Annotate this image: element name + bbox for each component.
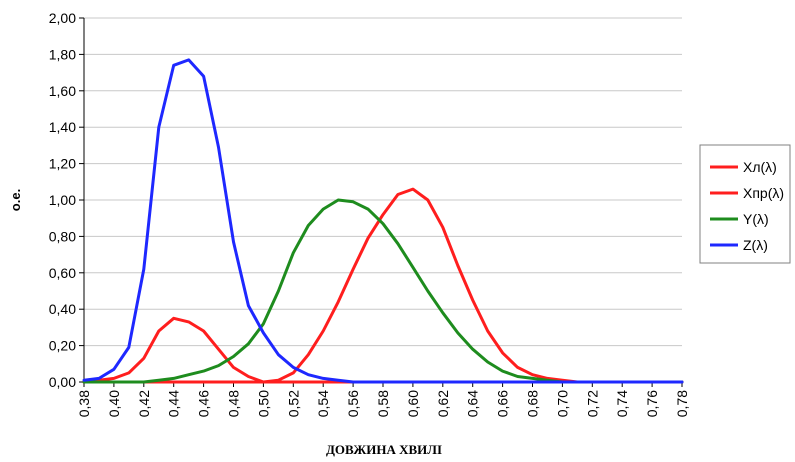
y-tick-label: 0,60 xyxy=(49,265,76,281)
x-axis-label: ДОВЖИНА ХВИЛІ xyxy=(326,442,442,457)
x-tick-label: 0,40 xyxy=(106,390,122,417)
series-line-2 xyxy=(82,187,684,384)
legend: Хл(λ) Хпр(λ) Y(λ) Z(λ) xyxy=(699,144,791,264)
x-tick-label: 0,42 xyxy=(136,390,152,417)
y-tick-label: 1,00 xyxy=(49,192,76,208)
y-tick-label: 0,20 xyxy=(49,338,76,354)
x-tick-label: 0,48 xyxy=(226,390,242,417)
legend-label: Z(λ) xyxy=(743,237,768,253)
legend-label: Y(λ) xyxy=(743,211,769,227)
legend-label: Хл(λ) xyxy=(743,159,777,175)
y-tick-label: 0,80 xyxy=(49,228,76,244)
x-tick-label: 0,52 xyxy=(285,390,301,417)
x-tick-label: 0,62 xyxy=(435,390,451,417)
y-tick-label: 0,40 xyxy=(49,301,76,317)
grid-lines xyxy=(84,17,682,347)
x-tick-label: 0,78 xyxy=(674,390,690,417)
x-tick-label: 0,44 xyxy=(166,390,182,417)
y-tick-label: 1,20 xyxy=(49,156,76,172)
x-tick-label: 0,58 xyxy=(375,390,391,417)
x-tick-label: 0,68 xyxy=(525,390,541,417)
y-tick-label: 0,00 xyxy=(49,374,76,390)
x-tick-label: 0,38 xyxy=(76,390,92,417)
x-tick-label: 0,50 xyxy=(255,390,271,417)
y-tick-label: 2,00 xyxy=(49,10,76,26)
series-line-4 xyxy=(82,58,684,384)
series-line-1 xyxy=(82,316,684,384)
y-tick-label: 1,60 xyxy=(49,83,76,99)
x-tick-label: 0,46 xyxy=(196,390,212,417)
y-tick-label: 1,40 xyxy=(49,119,76,135)
x-tick-label: 0,72 xyxy=(584,390,600,417)
legend-box xyxy=(699,144,791,264)
y-axis-label: о.е. xyxy=(8,189,23,211)
x-tick-label: 0,64 xyxy=(465,390,481,417)
x-tick-label: 0,66 xyxy=(495,390,511,417)
legend-label: Хпр(λ) xyxy=(743,185,784,201)
y-tick-label: 1,80 xyxy=(49,46,76,62)
series-lines xyxy=(82,58,684,384)
x-tick-label: 0,76 xyxy=(644,390,660,417)
x-tick-label: 0,54 xyxy=(315,390,331,417)
x-tick-labels: 0,38 0,40 0,42 0,44 0,46 0,48 0,50 0,52 0,54 0,56… xyxy=(76,382,690,417)
series-line-3 xyxy=(82,198,684,384)
x-tick-label: 0,56 xyxy=(345,390,361,417)
x-tick-label: 0,70 xyxy=(554,390,570,417)
x-tick-label: 0,60 xyxy=(405,390,421,417)
x-tick-label: 0,74 xyxy=(614,390,630,417)
y-tick-labels: 0,00 0,20 0,40 0,60 0,80 1,00 1,20 1,40 1,60 1,80… xyxy=(49,10,84,390)
